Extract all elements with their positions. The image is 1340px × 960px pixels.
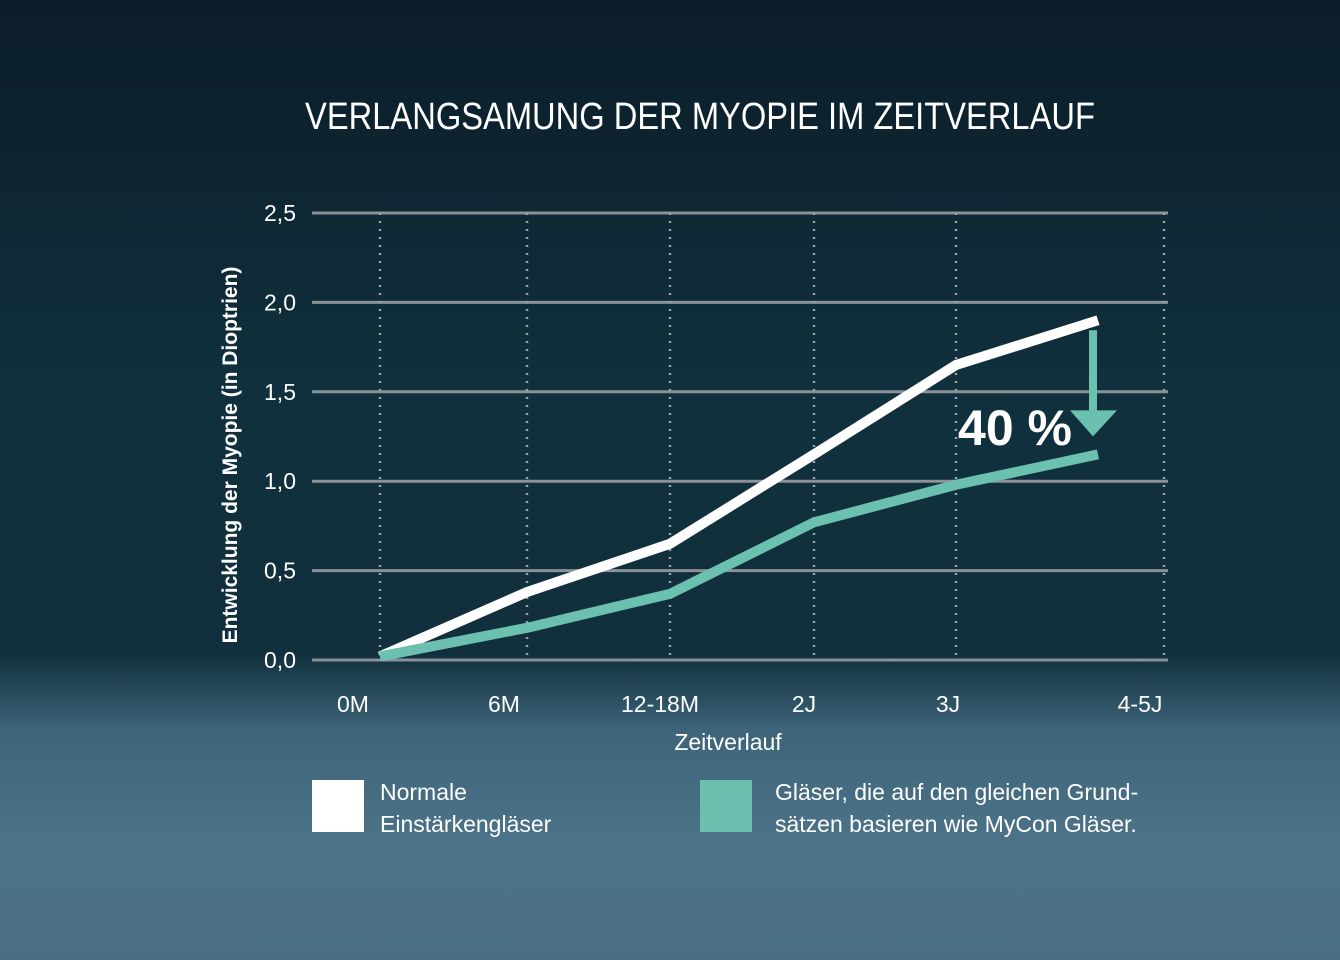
x-tick-label: 12-18M (621, 691, 699, 717)
x-axis-label: Zeitverlauf (674, 729, 782, 755)
legend-label-mycon-line2: sätzen basieren wie MyCon Gläser. (775, 811, 1137, 837)
legend-swatch-normal (312, 780, 364, 832)
x-tick-label: 6M (488, 691, 520, 717)
y-tick-label: 1,0 (264, 468, 296, 494)
legend-swatch-mycon (700, 780, 752, 832)
annotation-arrow-head (1070, 410, 1117, 437)
legend-label-mycon: Gläser, die auf den gleichen Grund- sätz… (775, 776, 1138, 840)
legend-label-mycon-line1: Gläser, die auf den gleichen Grund- (775, 779, 1139, 805)
y-tick-label: 0,5 (264, 558, 296, 584)
x-tick-label: 4-5J (1118, 691, 1163, 717)
x-tick-label: 3J (936, 691, 960, 717)
series-lines (377, 315, 1100, 662)
y-tick-label: 0,0 (264, 647, 296, 673)
series-line-2 (379, 449, 1100, 662)
grid (312, 211, 1168, 662)
y-tick-label: 2,0 (264, 289, 296, 315)
y-axis-label: Entwicklung der Myopie (in Dioptrien) (219, 267, 242, 644)
legend-label-normal-line1: Normale (380, 779, 467, 805)
y-tick-label: 2,5 (264, 200, 296, 226)
legend-label-normal: Normale Einstärkengläser (380, 776, 551, 840)
legend-label-normal-line2: Einstärkengläser (380, 811, 552, 837)
x-tick-label: 2J (792, 691, 816, 717)
y-tick-label: 1,5 (264, 379, 296, 405)
annotation-percent-label: 40 % (958, 400, 1072, 456)
x-tick-label: 0M (337, 691, 369, 717)
y-tick-labels: 0,0 0,5 1,0 1,5 2,0 2,5 (264, 200, 296, 673)
chart-title: VERLANGSAMUNG DER MYOPIE IM ZEITVERLAUF (305, 96, 1095, 138)
x-tick-labels: 0M 6M 12-18M 2J 3J 4-5J (337, 691, 1162, 717)
series-line-1 (377, 315, 1100, 662)
reduction-annotation: 40 % (958, 330, 1117, 456)
